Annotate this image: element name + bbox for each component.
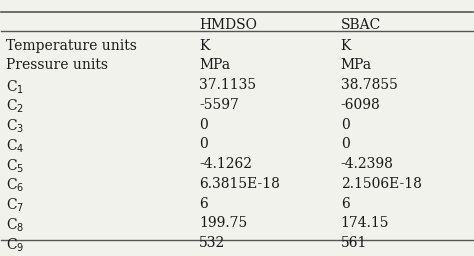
Text: 38.7855: 38.7855 xyxy=(341,78,398,92)
Text: K: K xyxy=(341,39,351,53)
Text: C$_5$: C$_5$ xyxy=(6,157,24,175)
Text: HMDSO: HMDSO xyxy=(199,18,257,32)
Text: 0: 0 xyxy=(341,137,349,151)
Text: C$_4$: C$_4$ xyxy=(6,137,25,155)
Text: -4.1262: -4.1262 xyxy=(199,157,252,171)
Text: 174.15: 174.15 xyxy=(341,216,389,230)
Text: SBAC: SBAC xyxy=(341,18,381,32)
Text: 199.75: 199.75 xyxy=(199,216,247,230)
Text: Temperature units: Temperature units xyxy=(6,39,137,53)
Text: 6: 6 xyxy=(199,197,208,211)
Text: 6: 6 xyxy=(341,197,349,211)
Text: K: K xyxy=(199,39,210,53)
Text: C$_1$: C$_1$ xyxy=(6,78,24,95)
Text: -4.2398: -4.2398 xyxy=(341,157,393,171)
Text: 561: 561 xyxy=(341,236,367,250)
Text: 6.3815E-18: 6.3815E-18 xyxy=(199,177,280,191)
Text: C$_6$: C$_6$ xyxy=(6,177,24,194)
Text: -5597: -5597 xyxy=(199,98,239,112)
Text: -6098: -6098 xyxy=(341,98,381,112)
Text: C$_2$: C$_2$ xyxy=(6,98,24,115)
Text: 37.1135: 37.1135 xyxy=(199,78,256,92)
Text: 0: 0 xyxy=(341,118,349,132)
Text: 0: 0 xyxy=(199,137,208,151)
Text: C$_8$: C$_8$ xyxy=(6,216,24,234)
Text: MPa: MPa xyxy=(199,58,230,72)
Text: C$_7$: C$_7$ xyxy=(6,197,24,214)
Text: 2.1506E-18: 2.1506E-18 xyxy=(341,177,421,191)
Text: Pressure units: Pressure units xyxy=(6,58,108,72)
Text: C$_9$: C$_9$ xyxy=(6,236,24,253)
Text: 0: 0 xyxy=(199,118,208,132)
Text: C$_3$: C$_3$ xyxy=(6,118,24,135)
Text: 532: 532 xyxy=(199,236,226,250)
Text: MPa: MPa xyxy=(341,58,372,72)
